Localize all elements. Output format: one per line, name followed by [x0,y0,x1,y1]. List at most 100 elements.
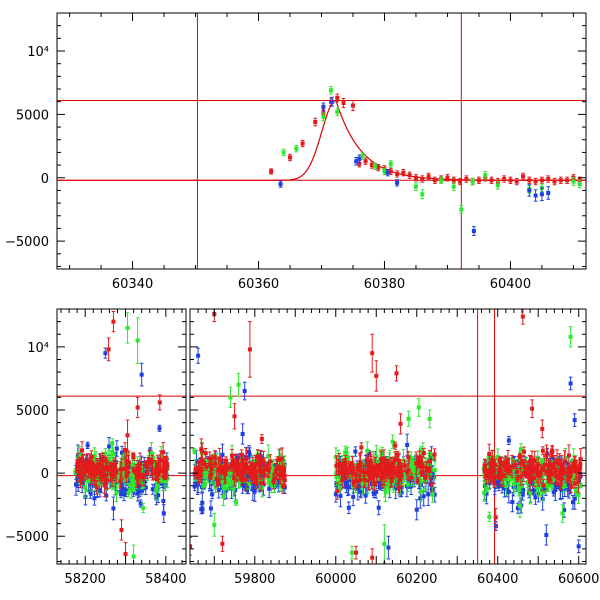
marker [86,467,91,472]
data-point-green-0 [281,148,286,157]
data-point-blue-79 [353,446,358,457]
data-point-blue-95 [208,500,213,517]
marker [533,179,538,184]
marker [338,493,343,498]
marker [471,228,476,233]
data-point-red-o1 [111,311,116,333]
data-point-red-118 [85,453,90,473]
marker [432,178,437,183]
data-point-red-38 [539,176,544,184]
marker [377,485,382,490]
y-tick-label: 0 [41,467,49,482]
marker [200,500,205,505]
marker [139,475,144,480]
marker [445,175,450,180]
data-point-red-110 [112,457,117,475]
marker [134,474,139,479]
marker [164,460,169,465]
data-point-blue-4 [357,154,362,164]
marker [470,179,475,184]
x-tick-label: 58400 [145,572,186,587]
marker [395,171,400,176]
data-point-red-12 [376,163,381,172]
data-point-blue-7 [471,226,476,236]
marker [124,458,129,463]
marker [102,471,107,476]
data-point-red-123 [124,468,129,483]
marker [122,471,127,476]
marker [211,474,216,479]
data-point-red-17 [407,171,412,179]
marker [118,467,123,472]
data-point-red-7 [341,98,346,108]
marker [571,179,576,184]
marker [554,483,559,488]
marker [546,190,551,195]
marker [288,155,293,160]
marker [192,484,197,489]
marker [103,473,108,478]
marker [121,491,126,496]
x-tick-label: 60360 [238,277,279,292]
data-point-red-126 [102,473,107,498]
top-panel-zoomed-event: 60340 60360 60380 60400 −5000 0 5000 10⁴ [5,12,587,292]
data-point-blue-130 [376,500,381,516]
data-point-red-19 [420,175,425,183]
data-point-red-o5 [119,519,124,541]
marker [94,463,99,468]
marker [119,450,124,455]
bottom-segment-0: 58200 58400 −5000 0 5000 10⁴ [5,308,187,587]
data-point-red-124 [162,464,167,474]
marker [563,478,568,483]
marker [540,496,545,501]
data-point-red-51 [100,455,105,462]
data-point-blue-112 [199,504,204,515]
marker [274,483,279,488]
marker [145,471,150,476]
data-point-blue-43 [570,494,575,510]
marker [227,477,232,482]
marker [459,207,464,212]
marker [92,496,97,501]
marker [91,457,96,462]
data-point-red-111 [137,463,142,474]
marker [560,488,565,493]
marker [110,469,115,474]
marker [95,479,100,484]
marker [114,470,119,475]
marker [98,466,103,471]
marker [102,483,107,488]
data-point-red-28 [476,176,481,184]
marker [382,169,387,174]
data-point-blue-106 [351,487,356,507]
marker [218,479,223,484]
data-point-blue-127 [506,435,511,446]
marker [527,188,532,193]
data-point-blue-2 [330,96,335,107]
marker [539,178,544,183]
marker [558,178,563,183]
marker [107,444,112,449]
marker [135,338,140,343]
marker [89,462,94,467]
marker [420,177,425,182]
marker [527,178,532,183]
data-point-green-41 [234,498,239,506]
data-point-green-14 [470,177,475,186]
data-point-red-18 [413,174,418,182]
data-point-blue-28 [88,485,93,499]
marker [489,178,494,183]
marker [539,192,544,197]
marker [335,109,340,114]
marker [533,193,538,198]
marker [202,474,207,479]
marker [300,141,305,146]
data-point-blue-0 [278,180,283,188]
marker [221,494,226,499]
marker [131,454,136,459]
data-point-green-3 [328,86,333,95]
marker [81,462,86,467]
marker [351,494,356,499]
marker [110,441,115,446]
data-point-red-33 [508,176,513,184]
